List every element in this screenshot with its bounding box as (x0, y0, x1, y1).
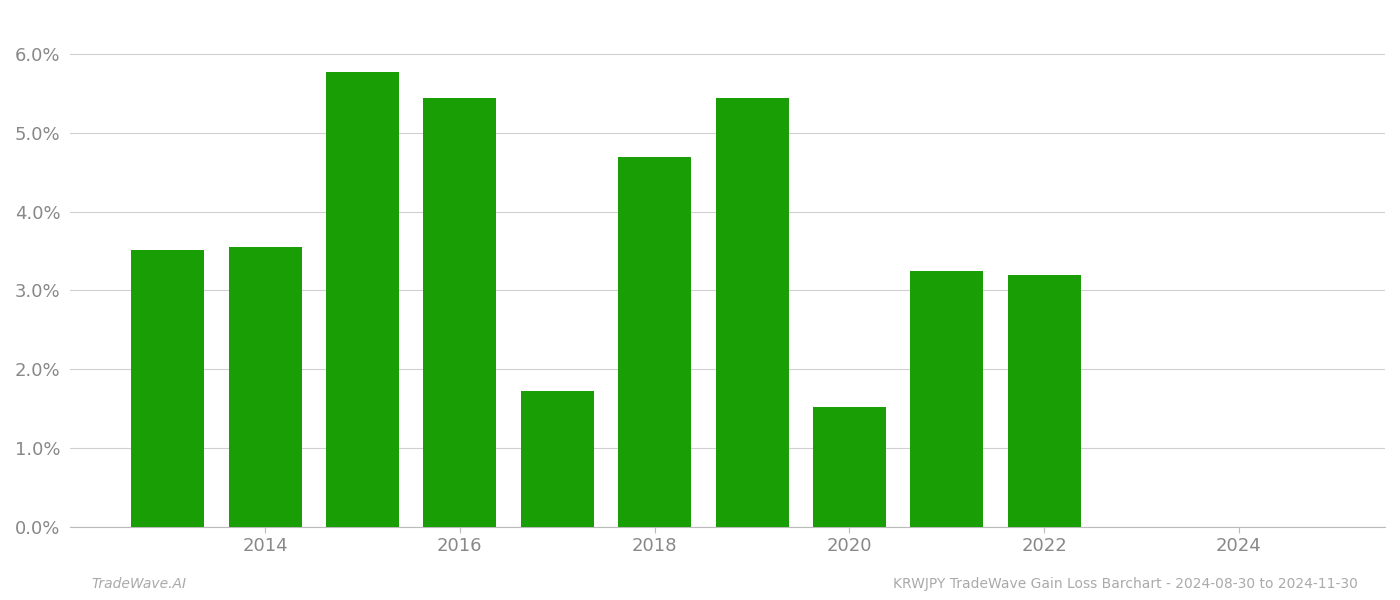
Bar (228, 247, 301, 527)
Bar (1008, 275, 1081, 527)
Bar (521, 391, 594, 527)
Text: KRWJPY TradeWave Gain Loss Barchart - 2024-08-30 to 2024-11-30: KRWJPY TradeWave Gain Loss Barchart - 20… (893, 577, 1358, 591)
Bar (132, 250, 204, 527)
Bar (813, 407, 886, 527)
Bar (910, 271, 983, 527)
Bar (326, 71, 399, 527)
Bar (715, 98, 788, 527)
Text: TradeWave.AI: TradeWave.AI (91, 577, 186, 591)
Bar (619, 157, 692, 527)
Bar (423, 98, 497, 527)
